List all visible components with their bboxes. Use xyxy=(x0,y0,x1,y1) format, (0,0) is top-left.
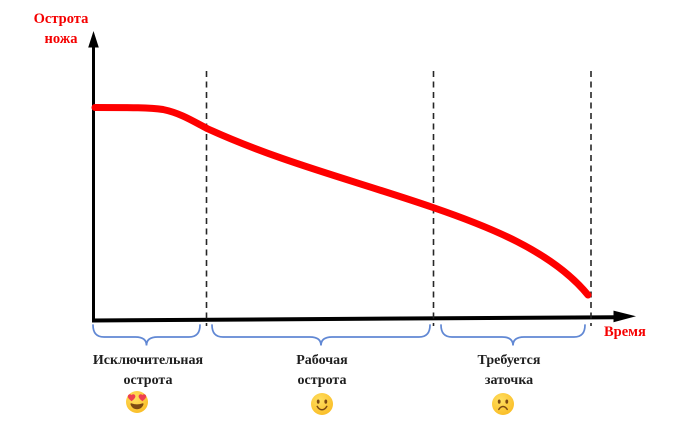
zone-label-exceptional-sharpness: Исключительная острота xyxy=(68,351,228,391)
zone1-label-line2: острота xyxy=(123,373,173,388)
y-axis-arrowhead-icon xyxy=(88,31,99,48)
zone-brace-2 xyxy=(211,324,431,346)
zone2-label-line1: Рабочая xyxy=(296,353,348,368)
y-axis-label-line2: ножа xyxy=(44,31,78,47)
heart-eyes-emoji xyxy=(125,390,149,414)
zone-brace-3 xyxy=(440,324,586,346)
zone-label-sharpening-required: Требуется заточка xyxy=(429,351,589,391)
slightly-smiling-emoji xyxy=(310,392,334,416)
x-axis-label: Время xyxy=(604,324,646,340)
zone1-label-line1: Исключительная xyxy=(92,353,204,368)
x-axis-line xyxy=(91,315,618,323)
zone-brace-1 xyxy=(92,324,201,346)
zone2-label-line2: острота xyxy=(297,373,347,388)
slightly-frowning-emoji xyxy=(491,392,515,416)
sharpness-curve xyxy=(91,104,592,299)
zone-label-working-sharpness: Рабочая острота xyxy=(242,351,402,391)
slightly-smiling-emoji-icon xyxy=(311,393,333,415)
y-axis-label-line1: Острота xyxy=(33,11,89,27)
slightly-frowning-emoji-icon xyxy=(492,393,514,415)
x-axis-arrowhead-icon xyxy=(613,310,636,323)
zone3-label-line2: заточка xyxy=(484,373,534,388)
zone3-label-line1: Требуется xyxy=(477,353,541,368)
y-axis-label: Острота ножа xyxy=(22,9,100,49)
heart-eyes-emoji-icon xyxy=(126,391,148,413)
